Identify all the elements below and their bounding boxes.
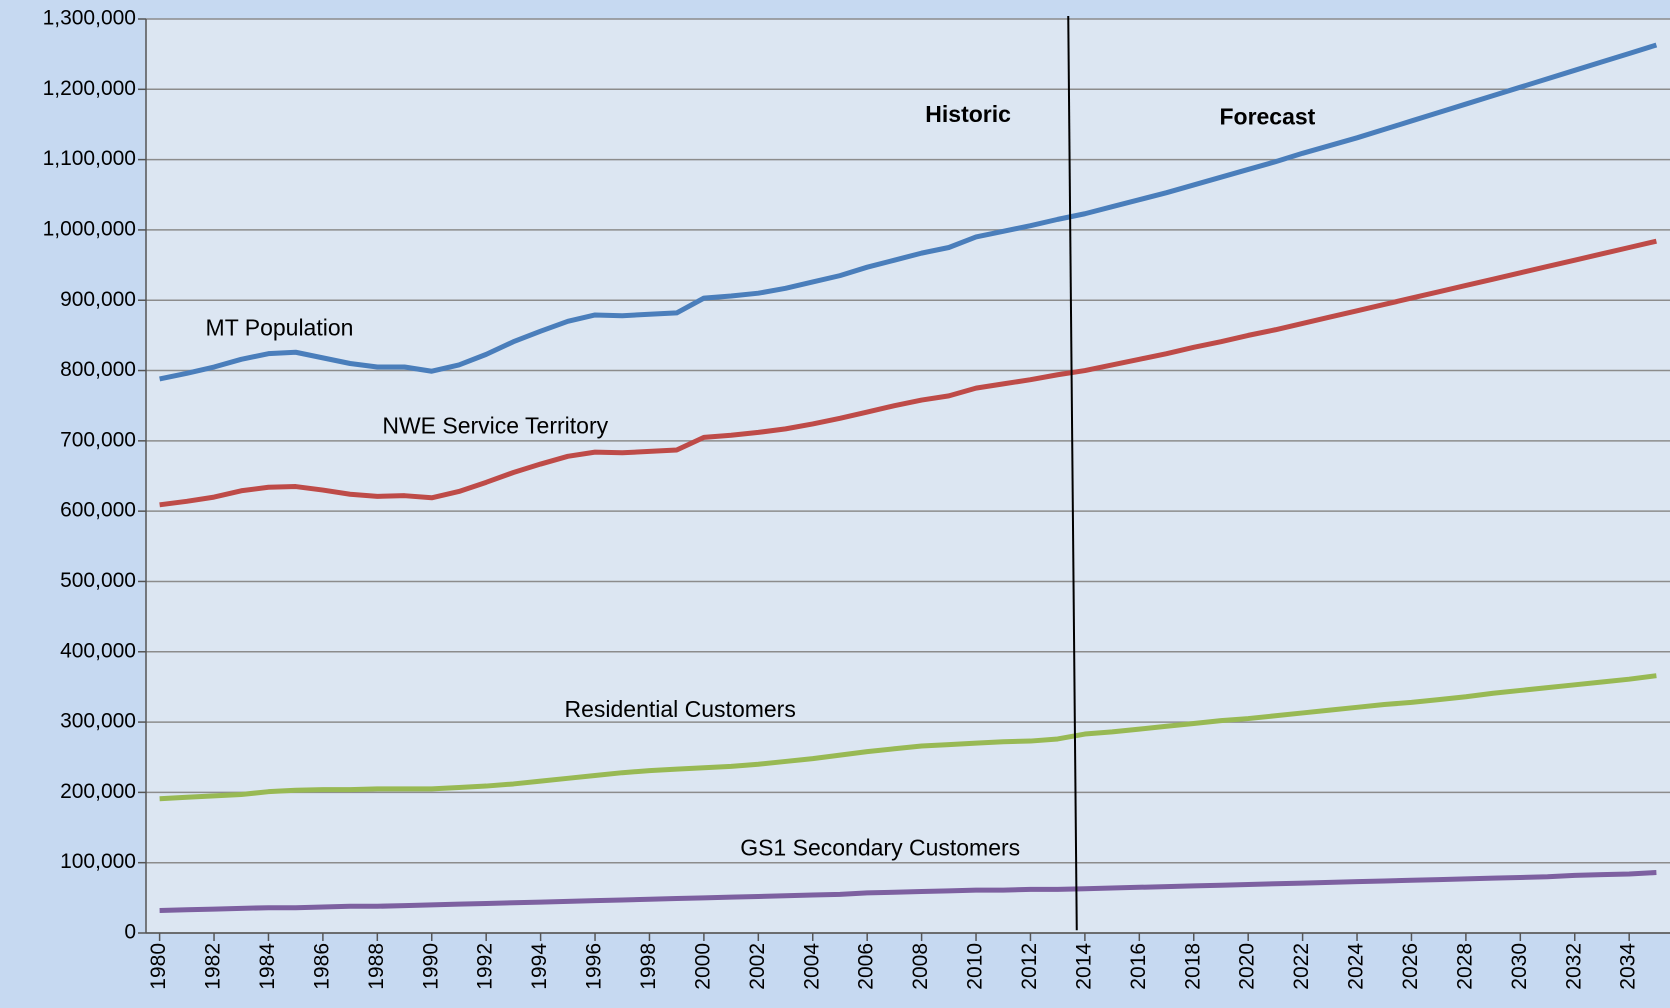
x-tick-label: 1992 — [474, 943, 497, 990]
x-tick-label: 1986 — [310, 943, 333, 990]
series-line — [159, 870, 1657, 914]
y-tick-label: 0 — [124, 921, 136, 944]
x-tick-label: 2014 — [1072, 943, 1095, 990]
y-tick-label: 600,000 — [60, 499, 136, 522]
y-tick-label: 200,000 — [60, 780, 136, 803]
x-tick-label: 2004 — [800, 943, 823, 990]
y-tick-label: 800,000 — [60, 358, 136, 381]
annotation: Historic — [925, 101, 1011, 127]
x-tick-label: 1998 — [637, 943, 660, 990]
x-tick-label: 2028 — [1453, 943, 1476, 990]
x-tick-label: 1990 — [419, 943, 442, 990]
x-tick-label: 2012 — [1018, 943, 1041, 990]
annotation: GS1 Secondary Customers — [740, 834, 1020, 860]
x-tick-label: 1994 — [528, 943, 551, 990]
divider — [1067, 15, 1078, 931]
x-tick-label: 2020 — [1236, 943, 1259, 990]
y-tick-label: 1,300,000 — [43, 7, 136, 30]
x-tick-label: 2002 — [746, 943, 769, 990]
x-tick-label: 2018 — [1181, 943, 1204, 990]
y-tick-label: 100,000 — [60, 850, 136, 873]
x-tick-label: 2026 — [1399, 943, 1422, 990]
x-tick-label: 2016 — [1127, 943, 1150, 990]
x-tick-label: 2010 — [964, 943, 987, 990]
annotation: NWE Service Territory — [382, 412, 608, 438]
x-tick-label: 2000 — [691, 943, 714, 990]
annotation: MT Population — [206, 314, 354, 340]
y-tick-label: 300,000 — [60, 710, 136, 733]
x-tick-label: 2008 — [909, 943, 932, 990]
y-tick-label: 500,000 — [60, 569, 136, 592]
x-tick-label: 1988 — [365, 943, 388, 990]
y-tick-label: 1,100,000 — [43, 147, 136, 170]
y-tick-label: 1,000,000 — [43, 217, 136, 240]
y-tick-label: 1,200,000 — [43, 77, 136, 100]
series-line — [159, 238, 1657, 508]
series-line — [159, 673, 1657, 802]
x-tick-label: 1982 — [202, 943, 225, 990]
x-tick-label: 1984 — [256, 943, 279, 990]
x-tick-label: 2032 — [1562, 943, 1585, 990]
y-tick-label: 900,000 — [60, 288, 136, 311]
x-tick-label: 2022 — [1290, 943, 1313, 990]
x-tick-label: 2030 — [1508, 943, 1531, 990]
annotation: Residential Customers — [564, 696, 795, 722]
y-tick-label: 400,000 — [60, 639, 136, 662]
series-line — [159, 42, 1658, 382]
x-tick-label: 2006 — [855, 943, 878, 990]
x-tick-label: 2024 — [1345, 943, 1368, 990]
x-tick-label: 1980 — [147, 943, 170, 990]
y-tick-label: 700,000 — [60, 428, 136, 451]
x-tick-label: 1996 — [583, 943, 606, 990]
plot-area — [146, 19, 1670, 933]
x-tick-label: 2034 — [1617, 943, 1640, 990]
annotation: Forecast — [1219, 103, 1315, 129]
